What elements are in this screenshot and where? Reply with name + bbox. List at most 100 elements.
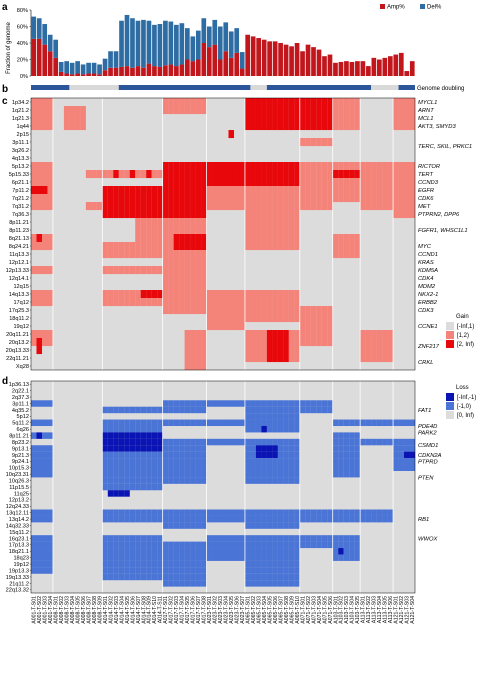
heatmap-cell (288, 438, 295, 446)
heatmap-cell (294, 106, 300, 115)
heatmap-cell (151, 210, 158, 219)
heatmap-cell (184, 202, 191, 211)
heatmap-row-label: 3p11.1 (12, 140, 29, 146)
heatmap-cell (288, 210, 295, 219)
heatmap-cell (31, 419, 37, 427)
heatmap-cell (233, 400, 240, 407)
heatmap-cell (349, 432, 355, 439)
heatmap-cell (102, 458, 108, 465)
amp-bar (97, 74, 102, 76)
heatmap-cell (151, 477, 158, 484)
sample-label: A071-T-S02 (306, 596, 312, 624)
heatmap-cell (250, 560, 256, 568)
heatmap-cell (135, 560, 141, 568)
heatmap-cell (327, 170, 333, 179)
heatmap-cell (31, 458, 37, 465)
heatmap-cell (266, 242, 273, 251)
heatmap-cell (168, 194, 174, 203)
heatmap-cell (244, 554, 251, 561)
amp-bar (102, 70, 108, 76)
heatmap-cell (299, 306, 306, 315)
sample-label: A121-T-S04 (410, 596, 416, 624)
heatmap-cell (404, 445, 410, 452)
heatmap-cell (195, 242, 202, 251)
heatmap-cell (31, 266, 37, 275)
heatmap-cell (217, 202, 224, 211)
heatmap-cell (157, 515, 163, 523)
heatmap-cell (118, 509, 125, 516)
heatmap-cell (41, 170, 48, 179)
heatmap-cell (184, 554, 191, 561)
heatmap-cell (288, 470, 295, 478)
heatmap-cell (146, 425, 152, 433)
heatmap-cell (173, 234, 180, 243)
heatmap-cell (365, 178, 372, 187)
heatmap-cell (190, 406, 196, 414)
heatmap-cell (206, 306, 213, 315)
heatmap-cell (382, 438, 388, 446)
heatmap-cell (190, 541, 196, 549)
heatmap-cell (365, 338, 372, 347)
heatmap-cell (354, 554, 361, 561)
heatmap-cell (118, 560, 125, 568)
heatmap-cell (250, 470, 256, 478)
heatmap-cell (266, 330, 273, 339)
heatmap-cell (354, 515, 361, 523)
heatmap-cell (168, 250, 174, 259)
heatmap-cell (201, 346, 207, 355)
heatmap-cell (179, 306, 185, 315)
heatmap-cell (135, 186, 141, 195)
heatmap-cell (294, 114, 300, 123)
heatmap-cell (244, 314, 251, 323)
heatmap-cell (124, 194, 130, 203)
heatmap-cell (283, 98, 289, 107)
heatmap-cell (113, 432, 119, 439)
heatmap-cell (173, 282, 180, 291)
heatmap-cell (266, 354, 273, 363)
amp-bar (53, 57, 59, 76)
heatmap-cell (266, 548, 273, 555)
heatmap-cell (129, 535, 136, 542)
heatmap-cell (124, 464, 130, 471)
heatmap-cell (201, 242, 207, 251)
heatmap-cell (277, 314, 284, 323)
heatmap-cell (239, 548, 245, 555)
heatmap-cell (201, 210, 207, 219)
heatmap-cell (294, 541, 300, 549)
gene-label: ZNF217 (417, 344, 440, 350)
gene-label: PTPRD (418, 459, 438, 465)
heatmap-cell (195, 250, 202, 259)
heatmap-cell (118, 458, 125, 465)
heatmap-cell (338, 470, 344, 478)
heatmap-cell (47, 298, 53, 307)
sample-label: A071-T-S03 (311, 596, 317, 624)
heatmap-cell (244, 298, 251, 307)
amp-bar (206, 47, 212, 76)
heatmap-cell (272, 202, 278, 211)
heatmap-cell (283, 477, 289, 484)
heatmap-row-label: 22q11.21 (6, 356, 29, 362)
heatmap-cell (135, 419, 141, 427)
heatmap-cell (36, 290, 43, 299)
heatmap-cell (255, 458, 262, 465)
heatmap-row-label: 12p13.33 (6, 268, 29, 274)
heatmap-cell (387, 170, 394, 179)
heatmap-row-label: 10p15.3 (9, 466, 29, 472)
heatmap-cell (261, 458, 267, 465)
heatmap-cell (47, 234, 53, 243)
heatmap-cell (31, 554, 37, 561)
heatmap-cell (168, 306, 174, 315)
heatmap-row-label: 3p11.1 (12, 401, 29, 407)
heatmap-cell (371, 346, 377, 355)
heatmap-cell (288, 162, 295, 171)
heatmap-cell (239, 298, 245, 307)
amp-bar (36, 38, 42, 76)
heatmap-cell (184, 290, 191, 299)
heatmap-cell (343, 451, 350, 459)
heatmap-cell (190, 509, 196, 516)
del-bar (234, 28, 240, 53)
heatmap-cell (129, 554, 136, 561)
heatmap-cell (36, 567, 43, 574)
sample-label: A017-T-S02 (169, 596, 175, 624)
heatmap-cell (184, 406, 191, 414)
